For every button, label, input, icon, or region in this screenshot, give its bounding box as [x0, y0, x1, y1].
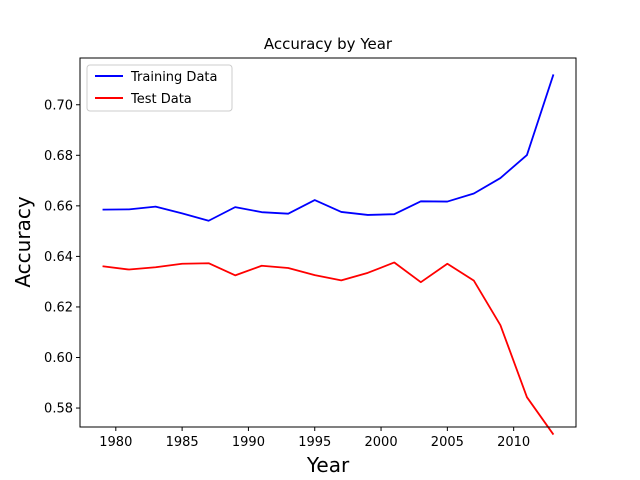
x-tick-label: 1985: [166, 435, 199, 450]
x-axis-label: Year: [306, 453, 350, 477]
x-tick-label: 1980: [99, 435, 132, 450]
x-axis-ticks: 1980 1985 1990 1995 2000 2005 2010: [99, 427, 530, 450]
legend: Training Data Test Data: [86, 64, 233, 112]
y-tick-label: 0.62: [44, 300, 73, 315]
y-axis-ticks: 0.58 0.60 0.62 0.64 0.66 0.68 0.70: [44, 98, 80, 417]
plot-area: [102, 74, 555, 436]
x-tick-label: 2000: [365, 435, 398, 450]
legend-label-test: Test Data: [130, 92, 192, 107]
x-tick-label: 2005: [431, 435, 464, 450]
y-tick-label: 0.60: [44, 351, 73, 366]
axes-frame: [79, 57, 577, 428]
series-line-test-data: [102, 261, 555, 436]
chart-title: Accuracy by Year: [264, 35, 393, 53]
y-tick-label: 0.68: [44, 149, 73, 164]
y-tick-label: 0.64: [44, 250, 73, 265]
x-tick-label: 1995: [298, 435, 331, 450]
y-tick-label: 0.70: [44, 98, 73, 113]
y-tick-label: 0.66: [44, 199, 73, 214]
y-axis-label: Accuracy: [11, 196, 35, 287]
y-tick-label: 0.58: [44, 402, 73, 417]
legend-label-training: Training Data: [130, 70, 217, 85]
legend-box: [86, 64, 233, 112]
series-line-training-data: [102, 74, 555, 222]
x-tick-label: 1990: [232, 435, 265, 450]
x-tick-label: 2010: [497, 435, 530, 450]
